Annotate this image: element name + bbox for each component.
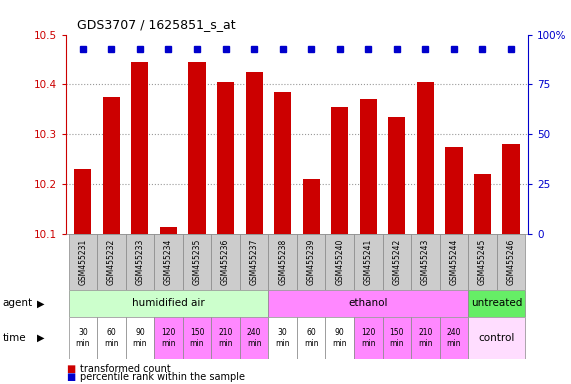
Bar: [297, 234, 325, 290]
Bar: [325, 234, 354, 290]
Bar: [240, 317, 268, 359]
Bar: [274, 92, 291, 234]
Text: ■: ■: [66, 372, 75, 382]
Text: GSM455245: GSM455245: [478, 239, 487, 285]
Text: GSM455234: GSM455234: [164, 239, 173, 285]
Bar: [188, 62, 206, 234]
Text: GSM455242: GSM455242: [392, 239, 401, 285]
Text: 60
min: 60 min: [104, 328, 119, 348]
Text: 60
min: 60 min: [304, 328, 319, 348]
Text: GSM455236: GSM455236: [221, 239, 230, 285]
Bar: [468, 234, 497, 290]
Bar: [69, 234, 97, 290]
Text: ▶: ▶: [37, 333, 45, 343]
Bar: [411, 234, 440, 290]
Text: agent: agent: [3, 298, 33, 308]
Bar: [160, 227, 177, 234]
Text: percentile rank within the sample: percentile rank within the sample: [80, 372, 245, 382]
Text: time: time: [3, 333, 26, 343]
Bar: [411, 317, 440, 359]
Text: 150
min: 150 min: [190, 328, 204, 348]
Text: GSM455238: GSM455238: [278, 239, 287, 285]
Bar: [131, 62, 148, 234]
Bar: [468, 317, 525, 359]
Text: GSM455240: GSM455240: [335, 239, 344, 285]
Bar: [126, 234, 154, 290]
Text: GSM455239: GSM455239: [307, 239, 316, 285]
Bar: [268, 317, 297, 359]
Bar: [97, 317, 126, 359]
Bar: [183, 234, 211, 290]
Bar: [154, 317, 183, 359]
Bar: [126, 317, 154, 359]
Bar: [497, 234, 525, 290]
Bar: [383, 234, 411, 290]
Bar: [268, 290, 468, 317]
Bar: [360, 99, 377, 234]
Text: ethanol: ethanol: [348, 298, 388, 308]
Text: transformed count: transformed count: [80, 364, 171, 374]
Text: 90
min: 90 min: [332, 328, 347, 348]
Bar: [445, 147, 463, 234]
Text: 90
min: 90 min: [132, 328, 147, 348]
Bar: [268, 234, 297, 290]
Bar: [417, 82, 434, 234]
Text: untreated: untreated: [471, 298, 522, 308]
Text: 120
min: 120 min: [361, 328, 376, 348]
Text: 240
min: 240 min: [447, 328, 461, 348]
Text: control: control: [478, 333, 515, 343]
Bar: [211, 234, 240, 290]
Bar: [440, 234, 468, 290]
Text: GSM455244: GSM455244: [449, 239, 459, 285]
Bar: [383, 317, 411, 359]
Bar: [69, 317, 97, 359]
Text: GSM455232: GSM455232: [107, 239, 116, 285]
Bar: [468, 290, 525, 317]
Text: humidified air: humidified air: [132, 298, 205, 308]
Text: GSM455243: GSM455243: [421, 239, 430, 285]
Bar: [354, 317, 383, 359]
Text: GSM455237: GSM455237: [250, 239, 259, 285]
Bar: [388, 117, 405, 234]
Text: GDS3707 / 1625851_s_at: GDS3707 / 1625851_s_at: [77, 18, 236, 31]
Bar: [183, 317, 211, 359]
Text: 240
min: 240 min: [247, 328, 262, 348]
Text: 120
min: 120 min: [161, 328, 176, 348]
Text: GSM455246: GSM455246: [506, 239, 516, 285]
Bar: [211, 317, 240, 359]
Bar: [440, 317, 468, 359]
Bar: [331, 107, 348, 234]
Text: 210
min: 210 min: [418, 328, 433, 348]
Bar: [154, 234, 183, 290]
Bar: [217, 82, 234, 234]
Text: ▶: ▶: [37, 298, 45, 308]
Bar: [240, 234, 268, 290]
Text: ■: ■: [66, 364, 75, 374]
Bar: [474, 174, 491, 234]
Text: 210
min: 210 min: [218, 328, 233, 348]
Bar: [69, 290, 268, 317]
Text: GSM455235: GSM455235: [192, 239, 202, 285]
Text: 30
min: 30 min: [275, 328, 290, 348]
Bar: [354, 234, 383, 290]
Bar: [502, 144, 520, 234]
Bar: [97, 234, 126, 290]
Bar: [303, 179, 320, 234]
Text: 150
min: 150 min: [389, 328, 404, 348]
Bar: [297, 317, 325, 359]
Bar: [246, 72, 263, 234]
Text: GSM455231: GSM455231: [78, 239, 87, 285]
Text: GSM455233: GSM455233: [135, 239, 144, 285]
Bar: [325, 317, 354, 359]
Bar: [74, 169, 91, 234]
Text: 30
min: 30 min: [75, 328, 90, 348]
Text: GSM455241: GSM455241: [364, 239, 373, 285]
Bar: [103, 97, 120, 234]
